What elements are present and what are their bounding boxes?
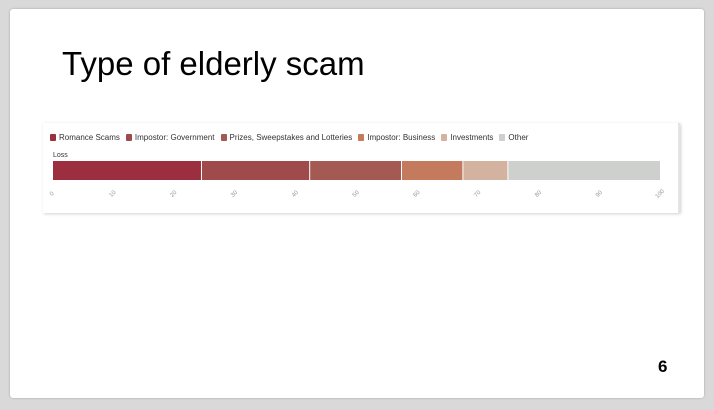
- legend-swatch: [220, 134, 227, 141]
- x-tick-label: 70: [473, 189, 482, 198]
- legend-swatch: [125, 134, 132, 141]
- x-tick-label: 20: [169, 189, 178, 198]
- legend-label: Other: [508, 133, 529, 142]
- legend-label: Investments: [450, 133, 494, 142]
- bar-segment[interactable]: [401, 161, 463, 180]
- x-tick-label: 50: [352, 189, 361, 198]
- legend-label: Romance Scams: [59, 133, 120, 142]
- legend-swatch: [441, 134, 448, 141]
- legend-item[interactable]: Other: [499, 133, 528, 142]
- legend-item[interactable]: Investments: [441, 133, 493, 142]
- x-tick-label: 60: [413, 189, 422, 198]
- legend-label: Impostor: Business: [367, 133, 436, 142]
- legend-label: Prizes, Sweepstakes and Lotteries: [229, 133, 353, 142]
- slide: Type of elderly scam Romance Scams Impost…: [10, 9, 704, 398]
- x-tick-label: 0: [49, 191, 56, 198]
- x-tick-label: 40: [291, 189, 300, 198]
- chart-legend: Romance Scams Impostor: Government Prizes,…: [50, 133, 528, 142]
- bar-segment[interactable]: [310, 161, 401, 180]
- legend-label: Impostor: Government: [134, 133, 215, 142]
- slide-title: Type of elderly scam: [62, 45, 365, 82]
- legend-item[interactable]: Prizes, Sweepstakes and Lotteries: [220, 133, 353, 142]
- page-number: 6: [658, 357, 668, 376]
- bar-segment[interactable]: [53, 161, 201, 180]
- x-tick-label: 100: [655, 188, 667, 200]
- chart-card: Romance Scams Impostor: Government Prizes,…: [43, 123, 680, 213]
- bar-segment[interactable]: [201, 161, 310, 180]
- legend-item[interactable]: Romance Scams: [50, 133, 120, 142]
- legend-item[interactable]: Impostor: Business: [358, 133, 435, 142]
- category-label: Loss: [53, 152, 68, 159]
- legend-swatch: [358, 134, 365, 141]
- bar-segment[interactable]: [508, 161, 660, 180]
- stacked-bar-chart: 0 10 20 30 40 50 60 70 80 90 100: [49, 161, 667, 200]
- x-tick-label: 80: [534, 189, 543, 198]
- x-tick-label: 30: [230, 189, 239, 198]
- legend-swatch: [50, 134, 56, 141]
- legend-swatch: [499, 134, 506, 141]
- bar-segment[interactable]: [463, 161, 508, 180]
- legend-item[interactable]: Impostor: Government: [125, 133, 215, 142]
- x-tick-label: 90: [595, 189, 604, 198]
- x-tick-label: 10: [109, 189, 118, 198]
